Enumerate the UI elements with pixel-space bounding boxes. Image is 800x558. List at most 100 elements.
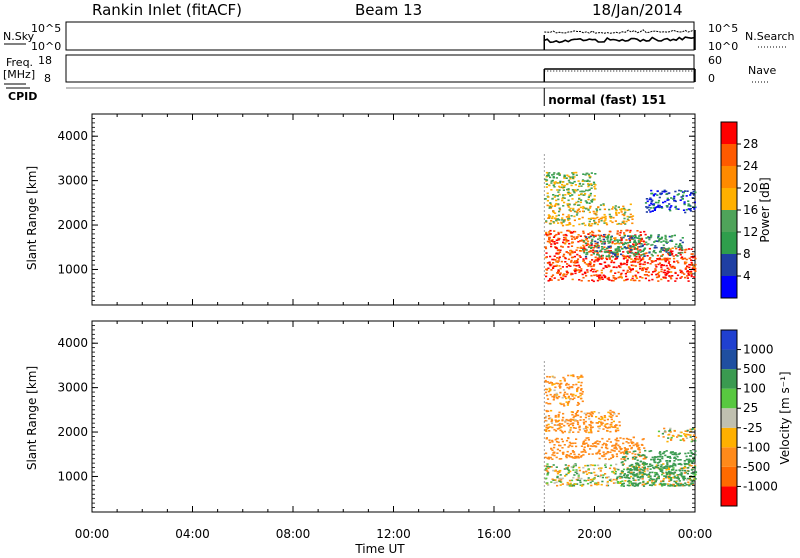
scatter-cell [563,391,567,394]
scatter-cell [639,477,642,480]
scatter-cell [580,381,583,384]
scatter-cell [577,200,580,203]
scatter-cell [587,280,590,282]
scatter-cell [687,470,690,472]
scatter-cell [589,448,592,450]
scatter-cell [588,176,591,179]
scatter-cell [649,475,652,477]
scatter-cell [587,198,590,201]
scatter-cell [607,234,610,237]
scatter-cell [555,199,558,202]
scatter-cell [664,454,667,457]
scatter-cell [618,446,621,448]
scatter-cell [666,199,669,201]
scatter-cell [642,253,645,255]
scatter-cell [588,412,591,415]
scatter-cell [565,418,568,421]
scatter-cell [614,473,617,475]
scatter-cell [546,204,549,207]
y-tick-label: 4000 [57,336,88,350]
scatter-cell [568,230,571,232]
scatter-cell [694,439,697,442]
scatter-cell [688,208,691,211]
scatter-cell [567,179,570,182]
scatter-cell [563,378,566,380]
scatter-cell [668,252,671,254]
scatter-cell [693,428,696,430]
scatter-cell [609,236,613,238]
scatter-cell [552,398,555,401]
scatter-cell [578,426,581,429]
scatter-cell [581,391,584,393]
scatter-cell [581,179,585,181]
scatter-cell [594,474,597,477]
scatter-cell [567,246,570,248]
scatter-cell [631,456,635,459]
scatter-cell [547,267,550,270]
scatter-cell [550,269,553,271]
scatter-cell [582,421,585,424]
scatter-cell [586,269,589,271]
scatter-cell [619,275,622,278]
scatter-cell [572,190,575,193]
scatter-cell [629,251,632,254]
scatter-cell [686,478,689,481]
scatter-cell [687,467,690,469]
scatter-cell [687,483,691,486]
scatter-cell [624,211,627,214]
scatter-cell [616,223,619,225]
scatter-cell [684,452,687,455]
scatter-cell [574,442,577,444]
scatter-cell [575,455,578,458]
scatter-cell [639,476,642,479]
scatter-cell [551,274,555,276]
scatter-cell [547,467,550,470]
scatter-cell [668,460,671,463]
scatter-cell [634,241,637,244]
scatter-cell [675,277,678,280]
scatter-cell [558,219,561,221]
scatter-cell [638,473,641,475]
scatter-cell [616,233,619,235]
scatter-cell [610,252,613,254]
scatter-cell [656,194,659,196]
scatter-cell [594,173,597,175]
scatter-cell [683,273,686,275]
scatter-cell [551,240,555,243]
scatter-cell [681,197,684,200]
scatter-cell [554,181,557,183]
scatter-cell [576,209,579,212]
scatter-cell [669,471,672,473]
scatter-cell [692,458,695,461]
scatter-cell [545,175,548,178]
scatter-cell [577,381,580,383]
scatter-cell [558,265,561,267]
scatter-cell [614,446,618,449]
scatter-cell [607,265,610,268]
scatter-cell [585,425,588,428]
scatter-cell [670,277,673,280]
scatter-cell [560,222,563,225]
scatter-cell [657,204,660,207]
scatter-cell [662,264,665,267]
scatter-cell [616,476,619,478]
scatter-cell [641,245,644,248]
scatter-cell [668,480,671,482]
scatter-cell [556,420,559,422]
scatter-cell [545,171,549,174]
scatter-cell [579,235,582,237]
scatter-cell [626,467,629,469]
scatter-cell [558,471,561,473]
scatter-cell [650,484,653,487]
scatter-cell [611,411,614,413]
scatter-cell [684,466,687,469]
scatter-cell [579,394,582,397]
scatter-cell [613,450,616,452]
scatter-cell [633,239,636,242]
scatter-cell [634,462,638,465]
scatter-cell [666,259,669,261]
scatter-cell [590,431,593,433]
scatter-cell [585,239,588,241]
scatter-cell [596,279,599,282]
scatter-cell [576,261,579,264]
